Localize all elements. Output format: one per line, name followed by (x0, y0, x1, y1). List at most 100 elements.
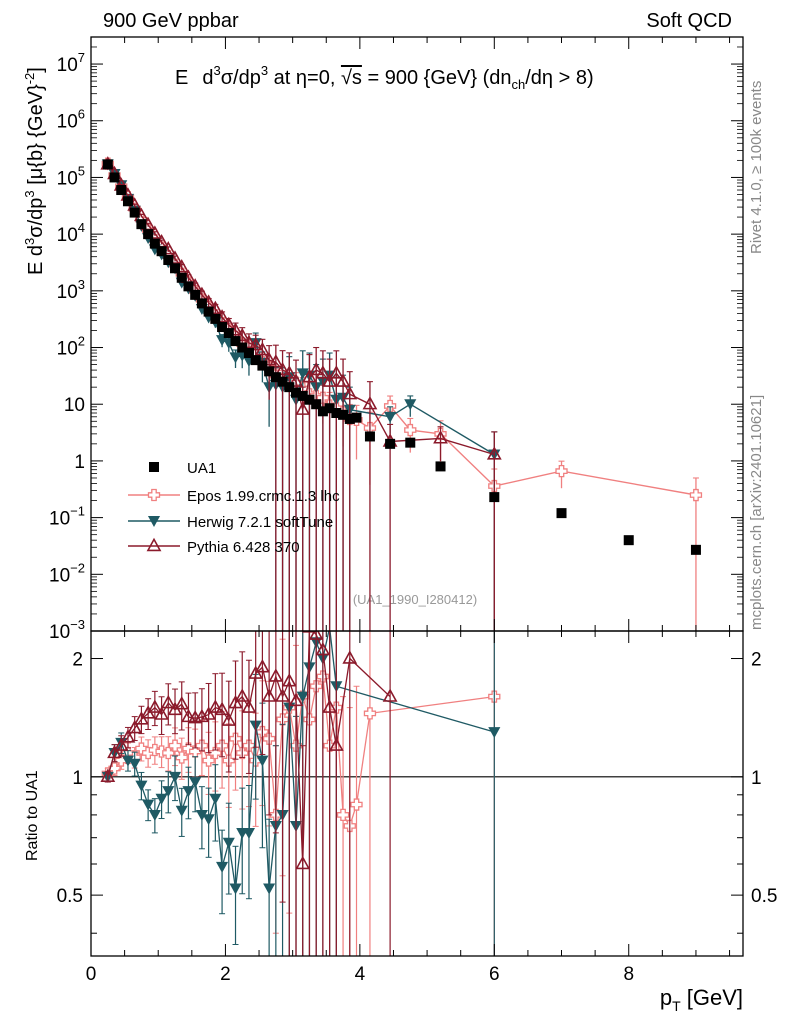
epos-point (689, 488, 703, 502)
x-tick-label: 8 (623, 964, 634, 985)
epos-ratio-point (350, 798, 363, 811)
pythia-point (281, 365, 297, 379)
y-tick-label: 102 (57, 334, 85, 360)
y-tick-label: 1 (74, 452, 85, 473)
pythia-ratio-point (234, 688, 250, 702)
herwig-ratio-point (148, 809, 161, 821)
pythia-ratio-point (295, 855, 311, 870)
pythia-point (322, 373, 338, 387)
herwig-ratio-point (222, 837, 235, 849)
ua1-point (196, 298, 207, 309)
ratio-tick-label-left: 0.5 (57, 886, 83, 907)
ua1-point (690, 544, 701, 555)
x-tick-label: 6 (489, 964, 500, 985)
herwig-point (404, 399, 417, 411)
herwig-point (229, 352, 242, 364)
pythia-legend-marker (146, 537, 162, 552)
herwig-point (384, 411, 397, 423)
epos-ratio-point (168, 739, 182, 752)
pythia-point (261, 351, 277, 366)
epos-line (107, 163, 697, 496)
ua1-point (250, 355, 261, 366)
ua1-point (217, 322, 228, 333)
epos-legend-label: Epos 1.99.crmc.1.3 lhc (187, 488, 340, 505)
ua1-point (304, 394, 315, 405)
ratio-y-axis-label: Ratio to UA1 (24, 770, 41, 861)
pythia-line (107, 163, 495, 456)
pythia-ratio-point (288, 692, 304, 707)
y-axis-label: E d3σ/dp3 [μ{b} {GeV}-2] (22, 67, 47, 275)
ua1-point (435, 461, 446, 472)
pythia-ratio-point (120, 729, 136, 743)
y-tick-label: 10 (64, 395, 85, 416)
ua1-point (297, 390, 308, 401)
y-tick-label: 107 (57, 50, 85, 76)
ratio-tick-label-right: 2 (751, 650, 762, 671)
herwig-ratio-point (296, 691, 309, 703)
ua1-point (257, 360, 268, 371)
ratio-plot (91, 631, 743, 956)
ua1-legend-label: UA1 (187, 460, 216, 477)
pythia-ratio-point (221, 712, 237, 726)
header-right: Soft QCD (646, 10, 732, 32)
ua1-point (203, 306, 214, 317)
herwig-ratio-point (128, 758, 141, 770)
pythia-ratio-point (241, 699, 257, 713)
ua1-point (623, 535, 634, 546)
y-tick-label: 105 (57, 163, 85, 189)
ratio-tick-label-left: 1 (72, 768, 83, 789)
epos-ratio-point (336, 808, 350, 822)
ua1-point (351, 412, 362, 423)
ua1-point (270, 372, 281, 383)
pythia-point (342, 385, 358, 400)
pythia-point (254, 341, 270, 356)
pythia-ratio-point (113, 737, 129, 751)
pythia-point (268, 353, 284, 368)
rivet-label: Rivet 4.1.0, ≥ 100k events (748, 81, 765, 254)
epos-legend-marker (147, 488, 161, 502)
ratio-frame (90, 630, 744, 957)
herwig-ratio-point (488, 727, 501, 739)
pythia-ratio-point (107, 744, 122, 759)
x-tick-label: 4 (355, 964, 366, 985)
ua1-point (170, 263, 181, 274)
ua1-point (223, 328, 234, 339)
pythia-point (328, 365, 344, 379)
pythia-ratio-point (160, 694, 176, 709)
ua1-point (317, 406, 328, 417)
pythia-ratio-point (201, 706, 217, 720)
ua1-point (156, 246, 167, 257)
pythia-ratio-point (100, 768, 116, 783)
pythia-ratio-point (342, 650, 358, 664)
herwig-ratio-point (209, 793, 222, 805)
pythia-ratio-point (248, 665, 264, 679)
epos-point (555, 464, 568, 478)
pythia-point (308, 361, 324, 376)
herwig-line (107, 163, 495, 456)
epos-point (404, 423, 417, 437)
pythia-ratio-point (254, 659, 270, 673)
pythia-point (486, 446, 502, 460)
ua1-point (284, 382, 295, 393)
ratio-tick-label-right: 1 (751, 768, 762, 789)
epos-ratio-point (175, 751, 188, 764)
pythia-ratio-point (308, 631, 324, 640)
herwig-ratio-point (162, 786, 175, 798)
ua1-point (331, 408, 342, 419)
ua1-point (109, 172, 120, 183)
pythia-ratio-point (181, 708, 196, 723)
pythia-ratio-point (315, 641, 331, 656)
herwig-ratio-point (195, 809, 208, 821)
pythia-ratio-point (275, 688, 290, 702)
ua1-point (190, 289, 201, 300)
pythia-point (248, 336, 264, 351)
pythia-point (433, 430, 448, 444)
ua1-point (344, 413, 355, 424)
pythia-ratio-point (268, 668, 284, 682)
ua1-point (136, 219, 147, 230)
epos-ratio-point (155, 745, 168, 758)
epos-ratio-point (108, 762, 121, 775)
epos-ratio-point (162, 746, 175, 760)
